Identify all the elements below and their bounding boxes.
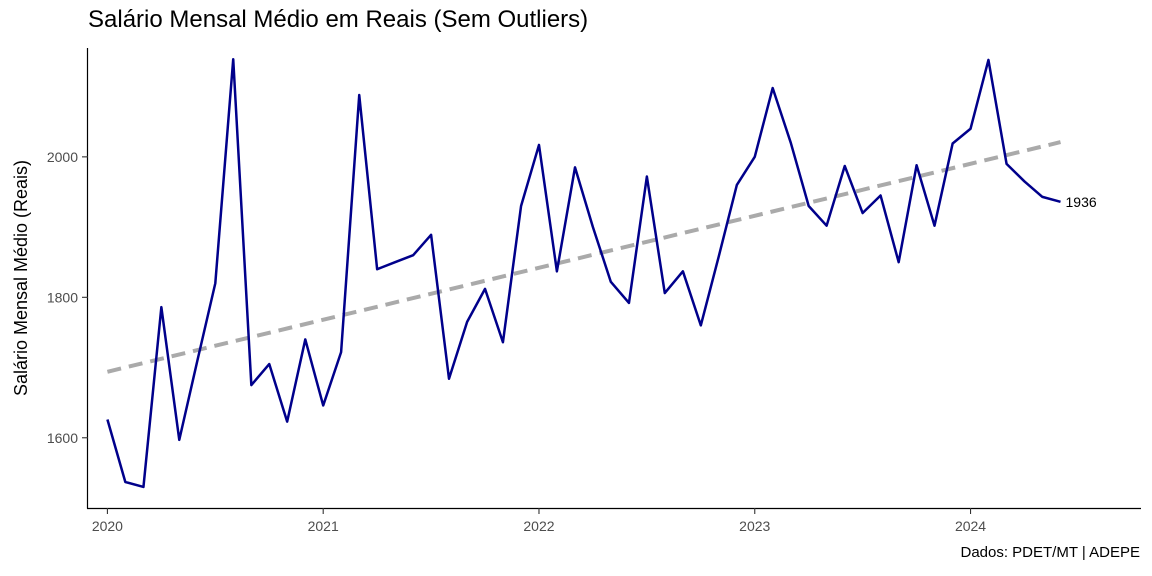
- chart-caption: Dados: PDET/MT | ADEPE: [960, 544, 1140, 561]
- y-tick-label: 2000: [47, 149, 78, 165]
- x-tick-label: 2022: [523, 518, 554, 534]
- chart-title: Salário Mensal Médio em Reais (Sem Outli…: [88, 6, 589, 33]
- y-axis-ticks: 1600 1800 2000: [47, 149, 88, 446]
- x-tick-label: 2024: [955, 518, 986, 534]
- x-tick-label: 2023: [739, 518, 770, 534]
- series-line: [106, 57, 1061, 489]
- annotation-layer: 1936: [1066, 194, 1097, 210]
- end-value-label: 1936: [1066, 194, 1097, 210]
- x-tick-label: 2020: [92, 518, 123, 534]
- trend-line: [106, 140, 1061, 374]
- y-tick-label: 1600: [47, 430, 78, 446]
- y-axis-title: Salário Mensal Médio (Reais): [11, 160, 31, 396]
- x-tick-label: 2021: [308, 518, 339, 534]
- y-tick-label: 1800: [47, 289, 78, 305]
- x-axis-ticks: 2020 2021 2022 2023 2024: [92, 508, 986, 534]
- trend-layer: [106, 140, 1061, 374]
- series-layer: [106, 57, 1061, 489]
